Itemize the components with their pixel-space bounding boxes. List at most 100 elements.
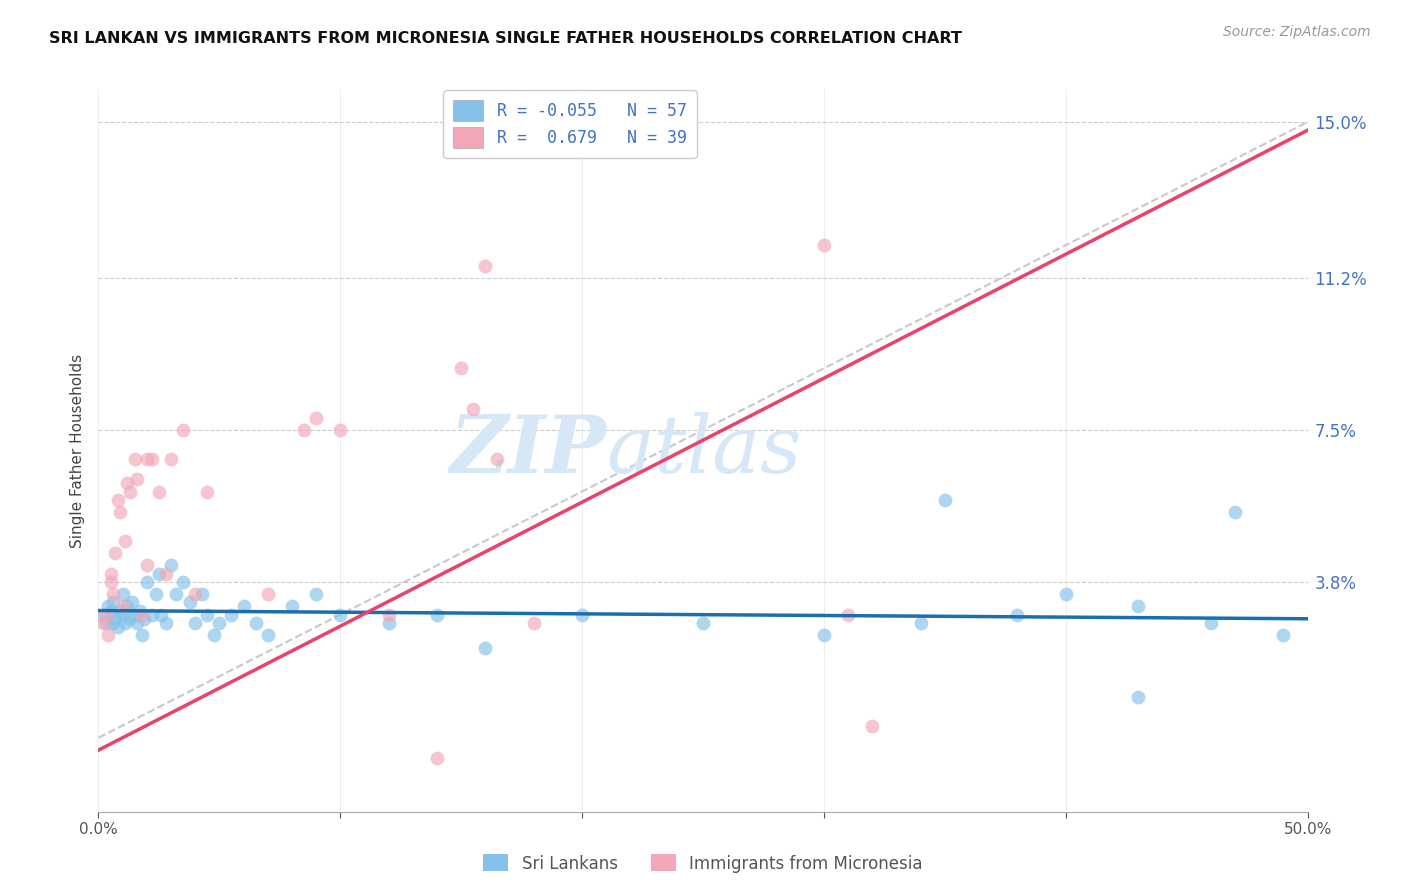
Point — [426, 607, 449, 622]
Point — [155, 566, 177, 581]
Point — [172, 574, 194, 589]
Point — [860, 718, 883, 732]
Point — [121, 595, 143, 609]
Point — [124, 451, 146, 466]
Point — [111, 587, 134, 601]
Text: Source: ZipAtlas.com: Source: ZipAtlas.com — [1223, 25, 1371, 39]
Point — [135, 574, 157, 589]
Point — [114, 615, 136, 630]
Point — [118, 484, 141, 499]
Point — [127, 472, 149, 486]
Point — [292, 423, 315, 437]
Point — [1128, 690, 1150, 704]
Point — [91, 615, 114, 630]
Point — [160, 558, 183, 573]
Point — [160, 451, 183, 466]
Point — [232, 599, 254, 614]
Y-axis label: Single Father Households: Single Father Households — [69, 353, 84, 548]
Point — [910, 615, 932, 630]
Point — [245, 615, 267, 630]
Point — [1007, 607, 1029, 622]
Point — [463, 402, 485, 417]
Point — [486, 451, 509, 466]
Legend: R = -0.055   N = 57, R =  0.679   N = 39: R = -0.055 N = 57, R = 0.679 N = 39 — [443, 90, 696, 158]
Point — [135, 558, 157, 573]
Point — [1128, 599, 1150, 614]
Point — [1272, 628, 1295, 642]
Text: ZIP: ZIP — [450, 412, 606, 489]
Point — [104, 612, 127, 626]
Point — [155, 615, 177, 630]
Point — [108, 505, 131, 519]
Point — [329, 423, 352, 437]
Point — [91, 607, 114, 622]
Point — [474, 259, 496, 273]
Point — [94, 607, 117, 622]
Point — [195, 607, 218, 622]
Point — [131, 607, 153, 622]
Point — [377, 615, 399, 630]
Point — [117, 599, 139, 614]
Point — [100, 603, 122, 617]
Point — [256, 628, 278, 642]
Point — [134, 612, 156, 626]
Point — [305, 587, 328, 601]
Point — [118, 612, 141, 626]
Text: atlas: atlas — [606, 412, 801, 489]
Point — [692, 615, 714, 630]
Point — [1223, 505, 1246, 519]
Point — [204, 628, 226, 642]
Point — [184, 587, 207, 601]
Point — [100, 566, 122, 581]
Point — [107, 492, 129, 507]
Point — [450, 361, 472, 376]
Point — [191, 587, 214, 601]
Point — [221, 607, 243, 622]
Point — [131, 628, 153, 642]
Point — [101, 587, 124, 601]
Point — [184, 615, 207, 630]
Point — [108, 603, 131, 617]
Point — [172, 423, 194, 437]
Point — [813, 238, 835, 252]
Point — [141, 451, 163, 466]
Point — [104, 546, 127, 560]
Point — [837, 607, 859, 622]
Point — [1054, 587, 1077, 601]
Point — [571, 607, 593, 622]
Point — [1199, 615, 1222, 630]
Point — [256, 587, 278, 601]
Point — [148, 484, 170, 499]
Point — [426, 751, 449, 765]
Point — [101, 595, 124, 609]
Point — [305, 410, 328, 425]
Point — [107, 620, 129, 634]
Point — [281, 599, 304, 614]
Point — [474, 640, 496, 655]
Point — [141, 607, 163, 622]
Point — [150, 607, 173, 622]
Point — [329, 607, 352, 622]
Point — [135, 451, 157, 466]
Text: SRI LANKAN VS IMMIGRANTS FROM MICRONESIA SINGLE FATHER HOUSEHOLDS CORRELATION CH: SRI LANKAN VS IMMIGRANTS FROM MICRONESIA… — [49, 31, 962, 46]
Point — [934, 492, 956, 507]
Point — [128, 603, 150, 617]
Point — [145, 587, 167, 601]
Point — [195, 484, 218, 499]
Point — [114, 533, 136, 548]
Point — [97, 628, 120, 642]
Point — [208, 615, 231, 630]
Point — [97, 599, 120, 614]
Point — [101, 615, 124, 630]
Point — [124, 607, 146, 622]
Point — [813, 628, 835, 642]
Point — [111, 607, 134, 622]
Point — [127, 615, 149, 630]
Point — [179, 595, 201, 609]
Point — [165, 587, 187, 601]
Point — [523, 615, 546, 630]
Point — [117, 476, 139, 491]
Point — [100, 574, 122, 589]
Point — [148, 566, 170, 581]
Point — [111, 599, 134, 614]
